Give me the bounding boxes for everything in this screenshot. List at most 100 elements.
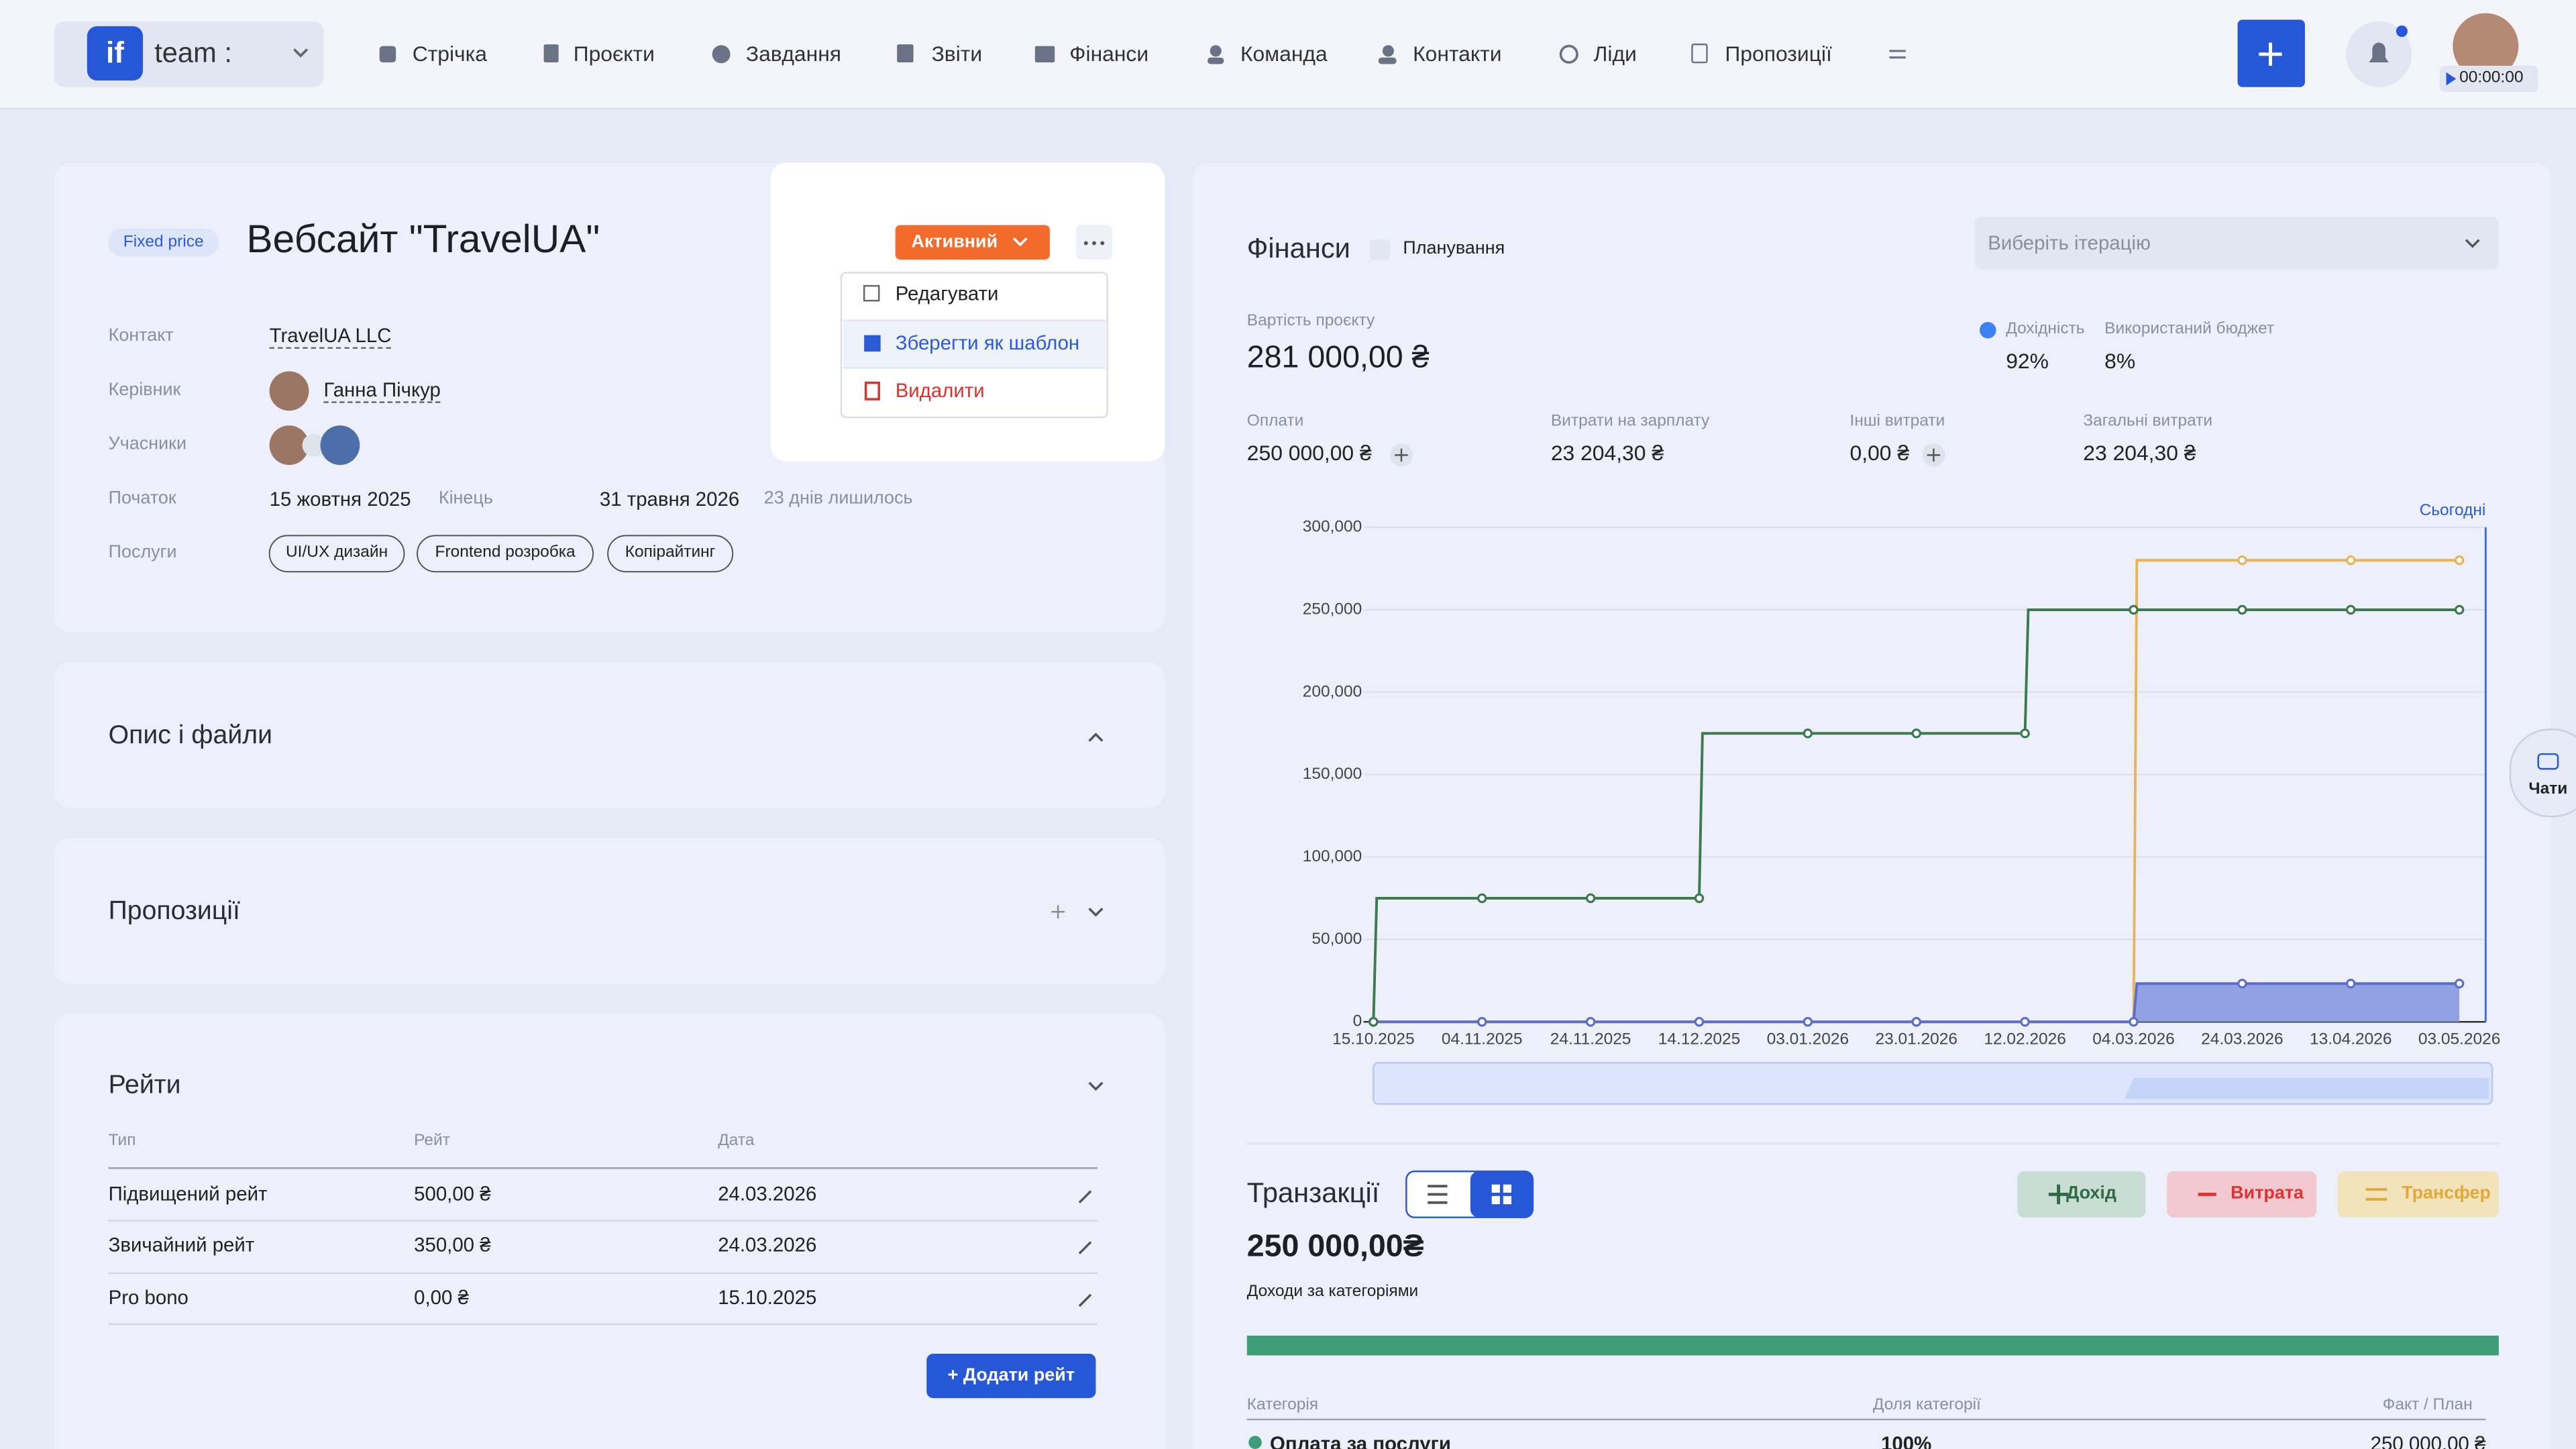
section-title: Опис і файли bbox=[108, 722, 272, 750]
add[interactable] bbox=[1051, 905, 1065, 918]
metric-value: 8% bbox=[2104, 348, 2136, 374]
expand[interactable] bbox=[1088, 1081, 1104, 1091]
point bbox=[1694, 893, 1705, 904]
point bbox=[1803, 1017, 1813, 1027]
point bbox=[2454, 604, 2465, 615]
nav-item[interactable]: Стрічка bbox=[412, 41, 487, 66]
point bbox=[1477, 1017, 1487, 1027]
x-tick-label: 24.11.2025 bbox=[1550, 1030, 1631, 1049]
logo bbox=[87, 26, 144, 81]
icon-delete bbox=[864, 381, 880, 400]
nav-item[interactable]: Ліди bbox=[1593, 41, 1637, 66]
point bbox=[1585, 893, 1596, 904]
menu-item[interactable]: Видалити bbox=[895, 379, 985, 402]
icon-template bbox=[864, 335, 881, 352]
chat-button[interactable] bbox=[2509, 729, 2576, 818]
timer[interactable] bbox=[2439, 65, 2538, 93]
menu-item[interactable]: Зберегти як шаблон bbox=[895, 331, 1080, 355]
transactions-title: Транзакції bbox=[1246, 1177, 1380, 1209]
collapse[interactable] bbox=[1088, 733, 1104, 742]
chat-label[interactable]: Чати bbox=[2528, 780, 2568, 799]
field-label: Керівник bbox=[108, 380, 181, 400]
service-tag: Копірайтинг bbox=[625, 543, 716, 562]
y-tick-label: 0 bbox=[1353, 1012, 1362, 1030]
section-title: Рейти bbox=[108, 1071, 181, 1100]
metric-value: 92% bbox=[2006, 348, 2049, 374]
status[interactable]: Активний bbox=[911, 231, 998, 252]
y-tick-label: 200,000 bbox=[1303, 682, 1362, 700]
cards bbox=[54, 162, 2552, 1449]
contact-link[interactable]: TravelUA LLC bbox=[269, 324, 392, 350]
expense-button[interactable] bbox=[2167, 1171, 2317, 1218]
nav-item[interactable]: Завдання bbox=[745, 41, 842, 66]
metric-label: Оплати bbox=[1246, 412, 1304, 431]
transfer-button[interactable] bbox=[2337, 1171, 2499, 1218]
add-rate[interactable]: + Додати рейт bbox=[947, 1364, 1075, 1385]
nav-item[interactable]: Фінанси bbox=[1069, 41, 1149, 66]
x-tick-label: 04.03.2026 bbox=[2092, 1030, 2174, 1049]
nav-item[interactable]: Контакти bbox=[1413, 41, 1502, 66]
action-button[interactable]: Трансфер bbox=[2402, 1183, 2491, 1203]
point bbox=[2129, 1017, 2139, 1027]
list-icon bbox=[1428, 1185, 1448, 1204]
action-button[interactable]: Дохід bbox=[2066, 1183, 2116, 1203]
service-tag: Frontend розробка bbox=[435, 543, 576, 562]
expand[interactable] bbox=[1088, 908, 1104, 917]
manager-link[interactable]: Ганна Пічкур bbox=[323, 378, 441, 404]
plus bbox=[2259, 42, 2282, 66]
grid-view[interactable] bbox=[1470, 1171, 1533, 1218]
category-dot bbox=[1248, 1436, 1262, 1449]
rate-lines bbox=[108, 1167, 1097, 1326]
badge-dot bbox=[2396, 25, 2408, 38]
subtitle: Доходи за категоріями bbox=[1246, 1283, 1419, 1301]
remaining: 23 днів лишилось bbox=[763, 488, 913, 508]
metric-value: 23 204,30 ₴ bbox=[2083, 440, 2196, 466]
income-button[interactable] bbox=[2017, 1171, 2146, 1218]
x-tick-label: 13.04.2026 bbox=[2310, 1030, 2392, 1049]
brand: team : bbox=[154, 37, 232, 69]
nav-item[interactable]: Проєкти bbox=[573, 41, 655, 66]
iteration-select[interactable] bbox=[1974, 217, 2499, 270]
chevron bbox=[1012, 237, 1028, 247]
point bbox=[2346, 979, 2356, 989]
metric-value: 23 204,30 ₴ bbox=[1550, 440, 1664, 466]
rate-cell: 500,00 ₴ bbox=[414, 1182, 491, 1206]
project-title: Вебсайт "TravelUA" bbox=[246, 217, 600, 262]
menu-item[interactable]: Редагувати bbox=[895, 282, 999, 306]
total: 250 000,00₴ bbox=[1246, 1230, 1424, 1265]
chat-icon bbox=[2537, 753, 2559, 770]
point bbox=[2129, 604, 2139, 615]
rate-cell: Звичайний рейт bbox=[108, 1233, 255, 1256]
x-tick-label: 14.12.2025 bbox=[1658, 1030, 1740, 1049]
nav-item[interactable]: Пропозиції bbox=[1725, 41, 1832, 66]
dots bbox=[1083, 241, 1105, 246]
avatar bbox=[320, 425, 360, 466]
edit-icons[interactable] bbox=[1078, 1190, 1092, 1307]
grid-icon bbox=[1491, 1184, 1512, 1205]
metric-value: 0,00 ₴ bbox=[1849, 440, 1910, 466]
logo-text: if bbox=[105, 36, 124, 70]
action-button[interactable]: Витрата bbox=[2231, 1183, 2304, 1203]
x-tick-label: 23.01.2026 bbox=[1876, 1030, 1957, 1049]
nav-item[interactable]: Команда bbox=[1240, 41, 1328, 66]
field-label: Початок bbox=[108, 488, 176, 508]
avatar bbox=[269, 371, 309, 411]
finance-title: Фінанси bbox=[1246, 233, 1350, 264]
avatar[interactable] bbox=[2453, 13, 2519, 79]
rate-cell: 24.03.2026 bbox=[718, 1233, 817, 1256]
metric-label: Вартість проєкту bbox=[1246, 312, 1375, 331]
metric-value: 250 000,00 ₴ bbox=[1246, 440, 1372, 466]
checkbox[interactable] bbox=[1370, 239, 1390, 260]
header bbox=[0, 0, 2576, 109]
add-rate-button[interactable] bbox=[926, 1353, 1096, 1399]
point bbox=[2454, 979, 2465, 989]
transfer-icon bbox=[2365, 1188, 2387, 1201]
nav-item[interactable]: Звіти bbox=[931, 41, 983, 66]
metric-label: Загальні витрати bbox=[2083, 412, 2213, 431]
column-header: Тип bbox=[108, 1132, 136, 1150]
status-button[interactable] bbox=[895, 225, 1050, 260]
bell bbox=[2369, 42, 2389, 63]
hover-row bbox=[843, 320, 1106, 368]
